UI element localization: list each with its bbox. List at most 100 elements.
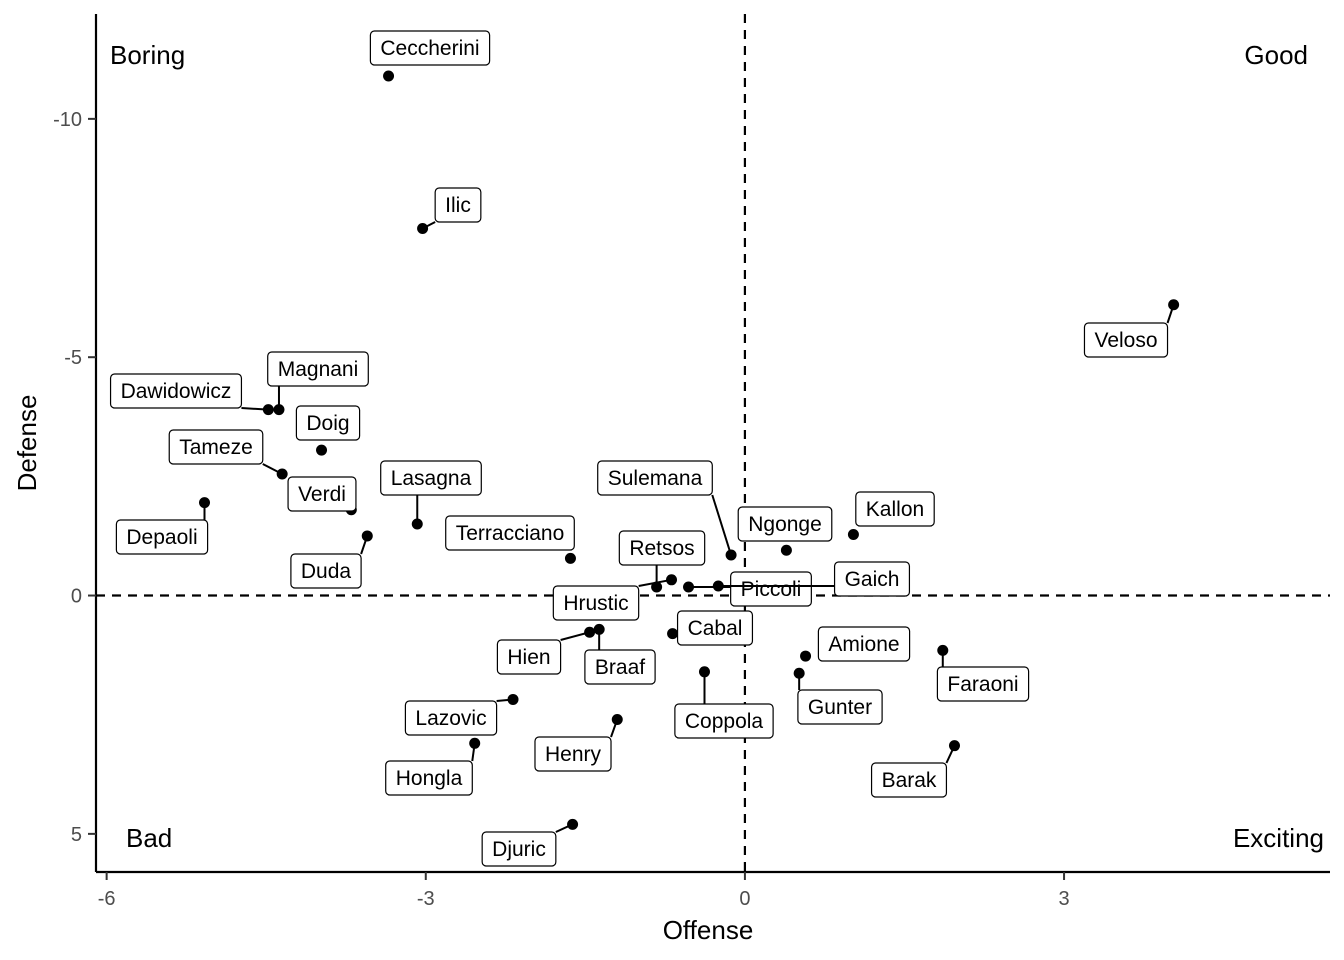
- point-label-box: [267, 351, 369, 387]
- x-tick-label: -6: [98, 888, 116, 910]
- point-label-box: [584, 649, 656, 685]
- y-tick-label: -10: [53, 109, 82, 131]
- point-label-box: [168, 429, 264, 465]
- point-label-box: [385, 760, 473, 796]
- point-label: Ilic: [445, 194, 471, 217]
- y-tick-label: 0: [71, 586, 82, 608]
- point-label: Braaf: [595, 656, 645, 679]
- point-label: Lasagna: [391, 467, 472, 490]
- leader-line: [555, 823, 573, 833]
- point-label-box: [290, 553, 362, 589]
- point-label-box: [870, 762, 948, 798]
- point-label: Ngonge: [748, 513, 822, 536]
- leader-line: [1166, 304, 1175, 324]
- point-label-box: [380, 460, 482, 496]
- data-point: [383, 70, 395, 82]
- point-label: Ceccherini: [380, 37, 479, 60]
- y-tick-label: 5: [71, 824, 82, 846]
- point-label-box: [855, 491, 935, 527]
- point-label-box: [833, 561, 911, 597]
- x-axis-title: Offense: [663, 915, 754, 945]
- point-label: Hrustic: [563, 592, 628, 615]
- point-label-box: [936, 666, 1030, 702]
- point-label-box: [287, 476, 357, 512]
- point-label: Henry: [545, 743, 602, 766]
- point-label-box: [445, 515, 575, 551]
- point-label-box: [109, 373, 243, 409]
- point-label: Hien: [507, 646, 550, 669]
- axes: -6 -3 0 3 -10 -5 0 5 Offense Defense: [12, 14, 1330, 945]
- leader-line: [471, 743, 476, 762]
- data-point: [667, 628, 679, 640]
- leader-line: [638, 578, 672, 587]
- point-label-box: [737, 506, 833, 542]
- point-label: Amione: [828, 633, 899, 656]
- point-label: Depaoli: [126, 526, 197, 549]
- point-label: Barak: [882, 769, 937, 792]
- data-point: [316, 444, 328, 456]
- point-labels: Ceccherini Ilic Veloso Magnani Dawidowicz Doi…: [109, 30, 1175, 867]
- point-label-box: [369, 30, 491, 66]
- point-label: Veloso: [1094, 329, 1157, 352]
- data-point: [780, 544, 792, 556]
- data-point: [564, 552, 576, 564]
- quadrant-label-top-right: Good: [1244, 40, 1308, 70]
- quadrant-label-top-left: Boring: [110, 40, 185, 70]
- point-label-box: [674, 703, 774, 739]
- point-label: Cabal: [688, 617, 743, 640]
- point-label: Gunter: [808, 696, 872, 719]
- leader-line: [262, 463, 283, 475]
- point-label-box: [1083, 322, 1169, 358]
- point-label-box: [481, 831, 557, 867]
- point-label: Dawidowicz: [121, 380, 232, 403]
- quadrant-label-bottom-left: Bad: [126, 823, 172, 853]
- point-label: Gaich: [845, 568, 900, 591]
- reference-lines: [96, 14, 1330, 872]
- quadrant-label-bottom-right: Exciting: [1233, 823, 1324, 853]
- x-tick-label: 3: [1058, 888, 1069, 910]
- point-label: Doig: [306, 412, 349, 435]
- point-label: Verdi: [298, 483, 346, 506]
- point-label: Retsos: [629, 537, 694, 560]
- leader-line: [241, 407, 269, 411]
- point-label-box: [434, 187, 482, 223]
- point-label: Faraoni: [947, 673, 1018, 696]
- point-label-box: [534, 736, 612, 772]
- leader-line: [945, 745, 956, 764]
- point-label-box: [404, 700, 498, 736]
- point-label-box: [676, 610, 754, 646]
- point-label-box: [797, 689, 883, 725]
- point-label-box: [618, 530, 706, 566]
- point-label-box: [597, 460, 713, 496]
- quadrant-labels: Boring Good Bad Exciting: [110, 40, 1324, 853]
- data-point: [800, 650, 812, 662]
- point-label: Piccoli: [741, 578, 802, 601]
- point-label: Magnani: [278, 358, 359, 381]
- leader-line: [422, 221, 436, 230]
- leader-line: [560, 631, 590, 641]
- x-tick-label: -3: [417, 888, 435, 910]
- y-tick-label: -5: [64, 347, 82, 369]
- point-label: Djuric: [492, 838, 546, 861]
- point-label: Tameze: [179, 436, 253, 459]
- y-axis-title: Defense: [12, 395, 42, 492]
- x-tick-label: 0: [739, 888, 750, 910]
- point-label: Sulemana: [608, 467, 703, 490]
- point-label: Coppola: [685, 710, 764, 733]
- point-label-box: [730, 571, 812, 607]
- point-label: Kallon: [866, 498, 924, 521]
- point-label-box: [115, 519, 209, 555]
- leader-line: [610, 719, 619, 738]
- point-label: Hongla: [396, 767, 463, 790]
- point-label: Duda: [301, 560, 352, 583]
- point-label: Lazovic: [415, 707, 486, 730]
- point-label: Terracciano: [456, 522, 565, 545]
- point-label-box: [817, 626, 911, 662]
- leader-line: [711, 494, 733, 556]
- point-label-box: [496, 639, 562, 675]
- leader-line: [360, 535, 369, 555]
- leader-line: [496, 698, 514, 702]
- point-label-box: [295, 405, 361, 441]
- data-point: [847, 529, 859, 541]
